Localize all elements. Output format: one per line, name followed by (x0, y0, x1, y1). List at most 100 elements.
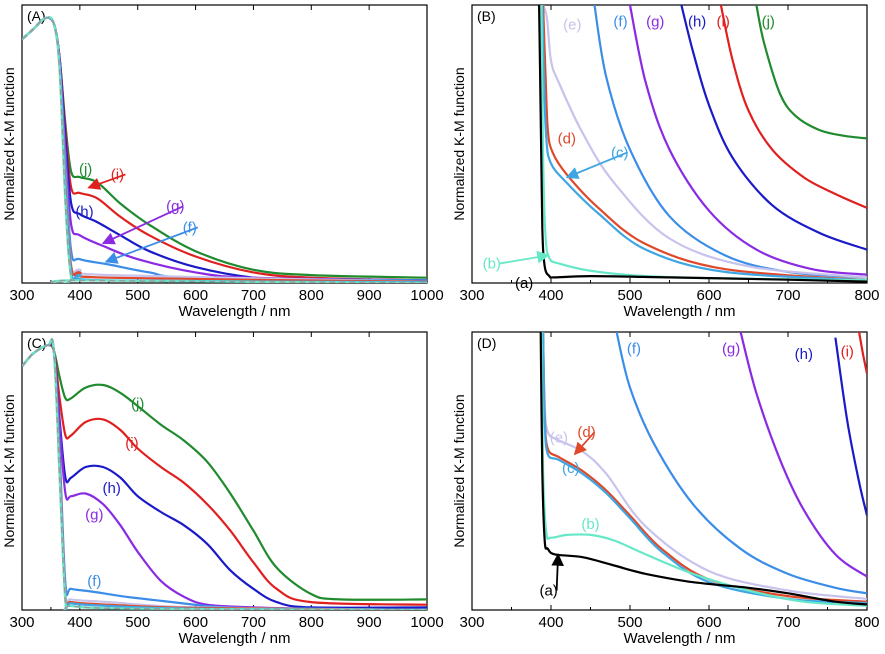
series-label: (j) (131, 395, 144, 412)
series-label: (f) (87, 573, 101, 590)
panel-a: 300 400 500 600 700 800 900 1000 Wavelength / nm… (1, 4, 444, 320)
series-label: (e) (550, 430, 568, 447)
series-line-c (541, 5, 867, 282)
series-label: (c) (562, 460, 580, 477)
y-axis-label: Normalized K-M function (1, 394, 17, 547)
series-label: (f) (627, 341, 641, 358)
plot-frame (21, 4, 428, 284)
series-line-g (739, 332, 867, 578)
series-line-g (628, 5, 867, 276)
plot-frame (21, 331, 428, 611)
x-tick-label: 500 (617, 614, 642, 631)
x-tick-label: 800 (854, 287, 879, 304)
annotation-arrow (499, 250, 550, 265)
series-label: (g) (722, 341, 740, 358)
series-label: (b) (581, 516, 599, 533)
x-tick-label: 900 (357, 287, 382, 304)
annotation-arrow (573, 431, 596, 456)
series-line-d (22, 338, 427, 610)
x-tick-label: 500 (617, 287, 642, 304)
series-label: (b) (483, 256, 501, 273)
series-label: (g) (85, 507, 103, 524)
series-group (22, 337, 427, 610)
series-line-b (22, 16, 427, 283)
series-line-g (22, 341, 427, 610)
series-label: (j) (762, 14, 775, 31)
x-tick-label: 700 (241, 287, 266, 304)
series-line-f (22, 339, 427, 610)
x-tick-label: 300 (459, 614, 484, 631)
series-label: (e) (563, 16, 581, 33)
annotation-arrow (565, 151, 629, 179)
series-label: (c) (611, 144, 629, 161)
annotation-arrow (101, 205, 184, 245)
series-line-j (22, 343, 427, 601)
x-tick-label: 600 (183, 614, 208, 631)
series-label: (a) (515, 275, 533, 292)
x-tick-label: 500 (125, 287, 150, 304)
panel-d: 300 400 500 600 700 800 Wavelength / nm Normali… (451, 331, 880, 647)
x-tick-label: 700 (241, 614, 266, 631)
x-axis-label: Wavelength / nm (179, 630, 291, 647)
series-line-d (22, 16, 427, 283)
y-axis-label: Normalized K-M function (1, 67, 17, 220)
x-tick-label: 1000 (410, 287, 443, 304)
series-label: (d) (577, 424, 595, 441)
x-tick-label: 400 (538, 614, 563, 631)
x-tick-label: 500 (125, 614, 150, 631)
panel-label: (C) (27, 335, 46, 351)
x-tick-label: 800 (854, 614, 879, 631)
x-tick-label: 400 (538, 287, 563, 304)
series-line-f (22, 16, 427, 282)
series-label: (h) (103, 480, 121, 497)
series-label: (h) (75, 204, 93, 221)
series-line-j (755, 5, 867, 140)
series-line-c (542, 332, 867, 605)
x-axis-label: Wavelength / nm (179, 303, 291, 320)
x-tick-label: 1000 (410, 614, 443, 631)
series-line-i (858, 332, 867, 374)
panel-b: 300 400 500 600 700 800 Wavelength / nm Normali… (451, 4, 880, 320)
series-label: (i) (841, 343, 854, 360)
series-line-d (542, 5, 867, 282)
series-label: (i) (111, 166, 124, 183)
x-axis-label: Wavelength / nm (624, 303, 736, 320)
y-axis-label: Normalized K-M function (451, 394, 467, 547)
series-line-h (22, 16, 427, 282)
series-line-c (22, 16, 427, 283)
series-label: (i) (125, 435, 138, 452)
series-group (22, 16, 427, 283)
x-tick-label: 900 (357, 614, 382, 631)
panel-label: (B) (477, 8, 496, 24)
series-line-d (542, 332, 867, 603)
series-label: (d) (558, 130, 576, 147)
series-label: (f) (183, 219, 197, 236)
annotation-arrow (104, 226, 199, 264)
series-line-dash (22, 338, 427, 610)
series-label: (i) (717, 14, 730, 31)
series-line-e (542, 5, 867, 279)
series-line-e (22, 16, 427, 283)
series-line-b (22, 337, 427, 610)
series-line-j (22, 16, 427, 279)
series-line-c (22, 338, 427, 610)
series-line-i (22, 16, 427, 282)
x-tick-label: 300 (9, 614, 34, 631)
series-line-h (834, 337, 867, 516)
plot-frame (471, 4, 868, 284)
x-tick-label: 800 (299, 614, 324, 631)
panel-c: 300 400 500 600 700 800 900 1000 Wavelength / nm… (1, 331, 444, 647)
annotation-arrow (551, 553, 564, 591)
series-line-dash (22, 16, 427, 283)
x-tick-label: 700 (775, 614, 800, 631)
x-tick-label: 600 (696, 614, 721, 631)
series-group (538, 5, 867, 283)
annotation-arrow (87, 173, 126, 190)
panel-label: (A) (27, 8, 46, 24)
series-line-g (22, 16, 427, 282)
series-line-a (538, 5, 867, 283)
x-tick-label: 400 (67, 614, 92, 631)
series-label: (g) (166, 198, 184, 215)
x-tick-label: 600 (183, 287, 208, 304)
